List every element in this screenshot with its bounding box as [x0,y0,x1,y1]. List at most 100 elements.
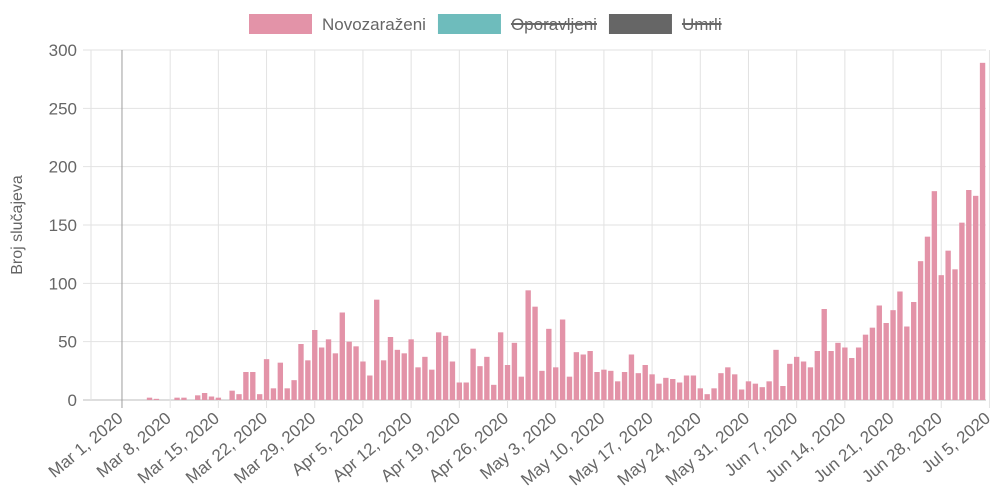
bar[interactable] [566,376,573,400]
bar[interactable] [704,394,710,400]
bar[interactable] [821,309,827,400]
bar[interactable] [773,349,779,400]
bar[interactable] [952,269,958,400]
bar[interactable] [215,397,222,400]
bar[interactable] [546,328,552,400]
bar[interactable] [628,354,635,401]
bar[interactable] [849,358,855,400]
bar[interactable] [470,348,476,400]
bar[interactable] [683,375,690,401]
bar[interactable] [181,397,187,400]
bar[interactable] [766,381,772,400]
bar[interactable] [250,372,256,400]
bar[interactable] [911,302,917,400]
bar[interactable] [711,388,717,400]
bar[interactable] [738,389,745,401]
bar[interactable] [807,367,814,400]
bar[interactable] [491,384,497,400]
bar[interactable] [676,382,683,401]
bar[interactable] [477,366,483,400]
bar[interactable] [890,310,896,400]
bar[interactable] [656,383,662,400]
bar[interactable] [387,337,394,400]
bar[interactable] [312,330,318,400]
bar[interactable] [449,361,456,401]
bar[interactable] [174,397,180,400]
bar[interactable] [408,339,414,400]
bar[interactable] [435,332,442,400]
bar[interactable] [842,347,848,401]
bar[interactable] [979,62,986,400]
bar[interactable] [360,361,366,401]
bar[interactable] [835,342,841,400]
bar[interactable] [463,382,469,401]
bar[interactable] [876,305,882,401]
bar[interactable] [484,356,490,400]
bar[interactable] [497,332,504,400]
bar[interactable] [284,388,290,400]
bar[interactable] [780,386,786,400]
bar[interactable] [553,367,559,400]
bar[interactable] [380,360,387,400]
bar[interactable] [401,353,407,400]
bar[interactable] [800,361,807,401]
bar[interactable] [793,356,800,400]
bar[interactable] [855,347,862,401]
legend-item[interactable]: Novozaraženi [249,14,426,34]
bar[interactable] [924,236,931,400]
bar[interactable] [917,261,924,400]
bar[interactable] [759,387,765,400]
bar[interactable] [394,349,401,400]
bar[interactable] [256,394,263,400]
bar[interactable] [869,327,876,400]
bar[interactable] [518,376,524,400]
bar[interactable] [415,367,421,400]
bar[interactable] [732,374,738,400]
bar[interactable] [422,356,428,400]
bar[interactable] [195,395,201,400]
bar[interactable] [897,291,903,401]
bar[interactable] [353,346,359,400]
bar[interactable] [298,344,304,400]
bar[interactable] [959,222,965,400]
bar[interactable] [697,388,703,400]
bar[interactable] [539,370,545,400]
bar[interactable] [690,375,697,401]
bar[interactable] [270,388,277,400]
bar[interactable] [332,353,339,400]
bar[interactable] [277,362,284,400]
bar[interactable] [938,275,944,400]
bar[interactable] [663,377,669,400]
bar[interactable] [752,383,759,400]
bar[interactable] [883,323,889,400]
bar[interactable] [745,381,752,400]
bar[interactable] [587,351,593,400]
bar[interactable] [504,365,511,400]
bar[interactable] [828,351,834,400]
bar[interactable] [904,326,910,401]
bar[interactable] [318,347,325,401]
bar[interactable] [966,190,972,400]
bar[interactable] [862,334,869,400]
bar[interactable] [814,351,821,400]
bar[interactable] [367,375,373,401]
bar[interactable] [649,374,655,400]
bar[interactable] [263,359,270,400]
bar[interactable] [291,380,297,400]
bar[interactable] [201,393,208,400]
bar[interactable] [621,372,628,400]
bar[interactable] [608,370,614,400]
bar[interactable] [208,396,215,401]
bar[interactable] [153,398,160,400]
bar[interactable] [972,195,979,400]
bar[interactable] [511,342,518,400]
bar[interactable] [339,312,345,401]
bar[interactable] [236,394,242,400]
bar[interactable] [525,290,531,400]
bar[interactable] [635,373,642,400]
bar[interactable] [346,341,352,400]
bar[interactable] [580,354,586,401]
bar[interactable] [594,372,600,400]
bar[interactable] [601,369,607,400]
bar[interactable] [456,382,463,401]
